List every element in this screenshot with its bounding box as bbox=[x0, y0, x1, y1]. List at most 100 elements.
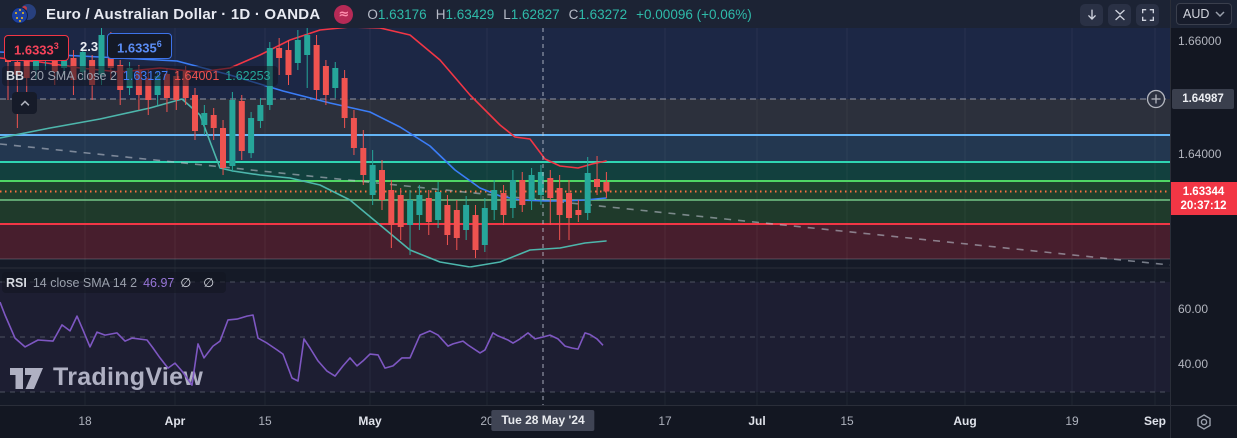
candle-body bbox=[453, 210, 460, 238]
tool-price-blue-value: 1.6335 bbox=[117, 40, 157, 56]
maximize-pane-button[interactable] bbox=[1136, 4, 1159, 26]
tool-measure-value: 2.3 bbox=[80, 39, 99, 54]
plus-glyph bbox=[1151, 94, 1161, 104]
candle-body bbox=[313, 45, 320, 90]
level-price-label[interactable]: 1.64987 bbox=[1172, 89, 1234, 109]
tool-price-label-blue[interactable]: 1.63356 bbox=[107, 33, 172, 60]
candle-body bbox=[294, 40, 301, 63]
candle-body bbox=[416, 195, 423, 215]
symbol-title[interactable]: Euro / Australian Dollar · 1D · OANDA bbox=[46, 5, 321, 23]
candle-body bbox=[285, 50, 292, 75]
time-axis[interactable]: 18 Apr 15 May 20 17 Jul 15 Aug 19 Sep Tue 28 May '2… bbox=[0, 405, 1170, 438]
candle-body bbox=[276, 48, 283, 58]
chart-header: Euro / Australian Dollar · 1D · OANDA ≈ … bbox=[0, 0, 1237, 28]
candle-body bbox=[201, 113, 208, 125]
eur-aud-pair-icon bbox=[10, 3, 38, 25]
candle-body bbox=[491, 190, 498, 210]
time-axis-label: May bbox=[358, 414, 382, 428]
move-pane-down-icon bbox=[1087, 9, 1096, 20]
price-axis[interactable]: 1.66000 1.64000 60.00 40.00 1.64987 1.63344 20… bbox=[1170, 28, 1237, 405]
close-label: C bbox=[568, 6, 579, 22]
rsi-name: RSI bbox=[6, 275, 27, 290]
candle-body bbox=[332, 68, 339, 88]
rsi-indicator-legend[interactable]: RSI 14 close SMA 14 2 46.97 ∅ ∅ bbox=[2, 272, 227, 293]
chart-canvas[interactable] bbox=[0, 0, 1170, 405]
bb-basis-line bbox=[0, 51, 607, 202]
chevron-down-icon bbox=[1215, 10, 1225, 17]
bb-lower-line bbox=[0, 98, 607, 268]
tool-price-red-sup: 3 bbox=[53, 41, 59, 51]
candle-body bbox=[248, 118, 255, 154]
candle-body bbox=[173, 76, 180, 100]
candle-body bbox=[556, 188, 563, 215]
plus-circle-icon[interactable] bbox=[1146, 89, 1166, 109]
candle-body bbox=[369, 165, 376, 195]
candle-body bbox=[519, 180, 526, 205]
candle-body bbox=[229, 100, 236, 166]
candle-body bbox=[547, 178, 554, 198]
collapse-pane-button[interactable] bbox=[1108, 4, 1131, 26]
candle-body bbox=[500, 193, 507, 215]
rsi-value: 46.97 bbox=[143, 275, 175, 290]
rsi-line bbox=[0, 301, 604, 386]
bb-lower-value: 1.62253 bbox=[225, 69, 271, 83]
collapse-pane-icon bbox=[1114, 9, 1125, 21]
currency-value: AUD bbox=[1183, 7, 1210, 21]
time-axis-label: 15 bbox=[840, 414, 854, 428]
current-price-value: 1.63344 bbox=[1182, 185, 1225, 198]
axis-separator bbox=[1170, 0, 1171, 438]
tradingview-watermark[interactable]: TradingView bbox=[10, 363, 203, 392]
candle-body bbox=[566, 193, 572, 218]
price-axis-label: 1.64000 bbox=[1178, 146, 1222, 161]
rsi-axis-label: 40.00 bbox=[1178, 356, 1209, 371]
candle-body bbox=[388, 190, 395, 225]
candle-body bbox=[472, 215, 479, 250]
candle-body bbox=[603, 182, 610, 192]
oanda-icon: ≈ bbox=[334, 4, 354, 24]
settings-hex-icon[interactable] bbox=[1194, 412, 1214, 432]
candle-body bbox=[575, 210, 582, 215]
axis-corner bbox=[1170, 405, 1237, 438]
low-value: 1.62827 bbox=[510, 6, 560, 22]
candle-body bbox=[220, 128, 226, 168]
time-axis-label: Sep bbox=[1143, 414, 1167, 428]
current-price-label: 1.63344 20:37:12 bbox=[1170, 182, 1237, 216]
low-label: L bbox=[503, 6, 511, 22]
rsi-axis-label: 60.00 bbox=[1178, 301, 1209, 316]
bb-upper-value: 1.64001 bbox=[174, 69, 220, 83]
candle-body bbox=[341, 78, 348, 118]
time-axis-label: 20 bbox=[480, 414, 494, 428]
candle-body bbox=[360, 148, 367, 175]
candle-body bbox=[257, 105, 264, 121]
candle-body bbox=[435, 192, 442, 220]
candle-body bbox=[163, 74, 170, 98]
price-zone bbox=[0, 224, 1170, 259]
price-axis-label: 1.66000 bbox=[1178, 34, 1222, 48]
candle-body bbox=[509, 180, 516, 208]
crosshair-date-label: Tue 28 May '24 bbox=[491, 410, 595, 431]
rsi-hidden-values: ∅ ∅ bbox=[180, 275, 219, 290]
bb-indicator-legend[interactable]: BB 20 SMA close 2 1.63127 1.64001 1.6225… bbox=[2, 66, 279, 86]
legend-collapse-button[interactable] bbox=[12, 92, 37, 114]
watermark-text: TradingView bbox=[53, 363, 203, 392]
high-label: H bbox=[435, 6, 446, 22]
candle-body bbox=[210, 115, 217, 128]
price-zone bbox=[0, 28, 1170, 99]
maximize-pane-icon bbox=[1141, 9, 1154, 21]
candle-body bbox=[98, 35, 105, 75]
currency-dropdown[interactable]: AUD bbox=[1176, 3, 1232, 25]
candle-body bbox=[537, 172, 544, 195]
close-value: 1.63272 bbox=[578, 6, 628, 22]
candle-body bbox=[407, 200, 414, 225]
tool-price-label-red[interactable]: 1.63333 bbox=[4, 35, 69, 62]
candle-body bbox=[379, 170, 385, 200]
pane-buttons bbox=[1080, 4, 1159, 26]
bar-countdown: 20:37:12 bbox=[1180, 199, 1227, 212]
tradingview-logo-icon bbox=[10, 367, 43, 389]
time-axis-label: 18 bbox=[78, 414, 92, 428]
bb-basis-value: 1.63127 bbox=[122, 69, 169, 83]
candle-body bbox=[397, 195, 404, 227]
open-label: O bbox=[367, 6, 378, 22]
move-pane-down-button[interactable] bbox=[1080, 4, 1103, 26]
